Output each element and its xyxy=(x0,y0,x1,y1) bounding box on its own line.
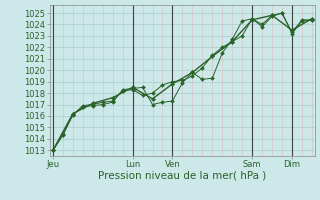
X-axis label: Pression niveau de la mer( hPa ): Pression niveau de la mer( hPa ) xyxy=(98,171,267,181)
